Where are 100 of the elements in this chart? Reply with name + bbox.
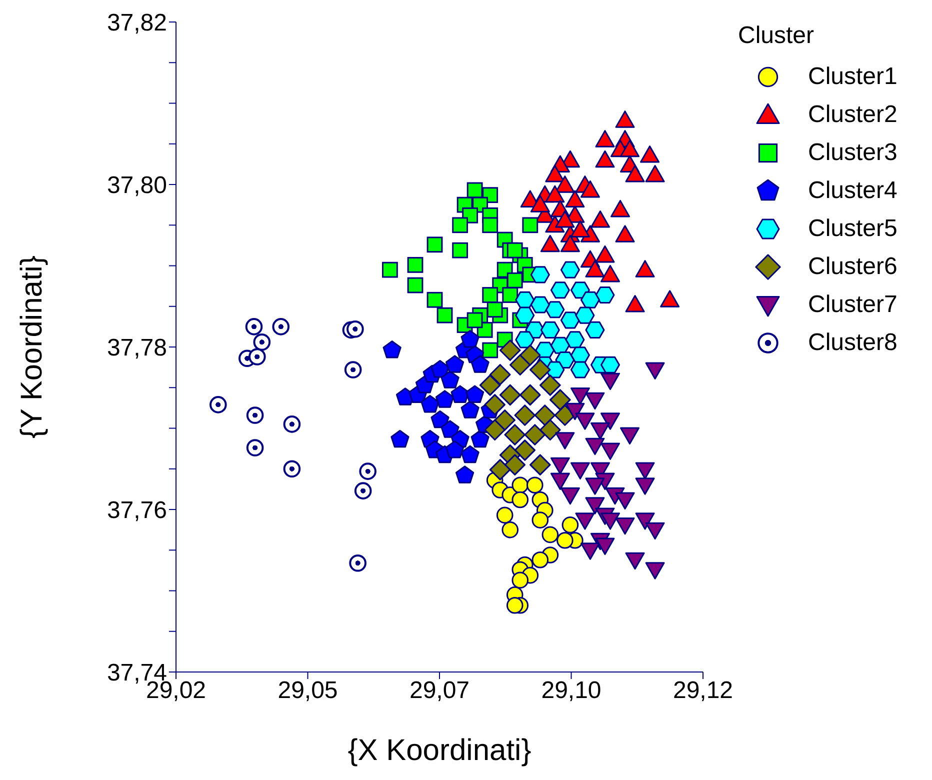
point	[499, 384, 521, 406]
point	[466, 182, 483, 198]
point	[489, 459, 511, 480]
point	[620, 140, 640, 158]
point	[625, 552, 645, 570]
point	[452, 242, 468, 258]
point	[550, 457, 570, 475]
legend-label: Cluster5	[808, 215, 898, 243]
point	[580, 291, 600, 308]
point	[515, 291, 535, 308]
point	[436, 307, 453, 324]
point	[545, 165, 565, 182]
point	[426, 236, 443, 253]
point	[580, 542, 600, 560]
point	[506, 242, 523, 258]
point	[645, 562, 665, 580]
point	[585, 478, 605, 495]
point	[620, 427, 640, 444]
point	[600, 356, 620, 374]
point	[585, 497, 605, 514]
point	[246, 406, 264, 424]
point	[460, 445, 480, 464]
x-tick-label: 29,10	[541, 677, 602, 704]
legend-label: Cluster7	[808, 291, 898, 319]
x-tick-label: 29,12	[672, 677, 734, 704]
point	[635, 462, 655, 480]
legend-label: Cluster3	[808, 139, 898, 167]
point	[450, 385, 470, 403]
point	[524, 424, 546, 446]
point	[470, 355, 490, 373]
point	[452, 217, 468, 234]
point	[562, 516, 579, 534]
point	[515, 331, 535, 348]
point	[509, 354, 531, 376]
point	[560, 261, 580, 278]
point	[595, 150, 615, 168]
point	[635, 478, 655, 495]
point	[560, 312, 580, 329]
point	[530, 195, 550, 212]
point	[466, 312, 483, 328]
point	[545, 185, 565, 203]
point	[499, 340, 521, 361]
point	[407, 277, 424, 294]
point	[522, 217, 538, 234]
point	[519, 384, 541, 406]
point	[407, 256, 424, 273]
point	[540, 321, 560, 338]
point	[625, 295, 645, 312]
point	[585, 321, 605, 338]
point	[565, 402, 585, 420]
point	[575, 512, 595, 530]
point	[530, 359, 551, 380]
point	[253, 333, 271, 351]
point	[440, 420, 460, 438]
point	[575, 306, 595, 324]
point	[595, 130, 615, 148]
point	[515, 306, 535, 324]
point	[470, 430, 490, 448]
point	[489, 364, 511, 386]
point	[532, 512, 549, 528]
point	[615, 110, 635, 128]
point	[625, 165, 645, 182]
point	[555, 176, 575, 193]
point	[460, 400, 480, 418]
point	[248, 348, 266, 366]
point	[590, 422, 610, 440]
point	[460, 330, 480, 348]
point	[542, 526, 559, 544]
point	[615, 517, 635, 535]
point	[560, 487, 580, 505]
point	[486, 302, 503, 318]
point	[570, 220, 590, 238]
point	[482, 217, 498, 234]
point	[530, 296, 550, 314]
point	[645, 165, 665, 182]
point	[482, 342, 498, 358]
legend-label: Cluster4	[808, 177, 898, 205]
point	[595, 538, 615, 555]
point	[540, 234, 560, 252]
y-tick-label: 37,82	[106, 10, 167, 37]
point	[570, 462, 590, 480]
point	[550, 336, 570, 354]
y-tick-label: 37,78	[106, 334, 167, 362]
point	[550, 389, 571, 410]
point	[482, 287, 498, 303]
point	[349, 554, 366, 572]
x-axis-title: {X Koordinati}	[348, 734, 532, 767]
point	[445, 440, 464, 458]
point	[585, 438, 605, 456]
point	[570, 387, 590, 405]
point	[540, 419, 561, 441]
point	[534, 404, 556, 426]
point	[430, 360, 450, 378]
point	[484, 394, 506, 416]
point	[645, 362, 665, 380]
legend-label: Cluster6	[808, 253, 898, 281]
point	[440, 370, 460, 388]
point	[496, 506, 514, 524]
point	[560, 234, 580, 252]
legend-label: Cluster1	[808, 63, 898, 91]
